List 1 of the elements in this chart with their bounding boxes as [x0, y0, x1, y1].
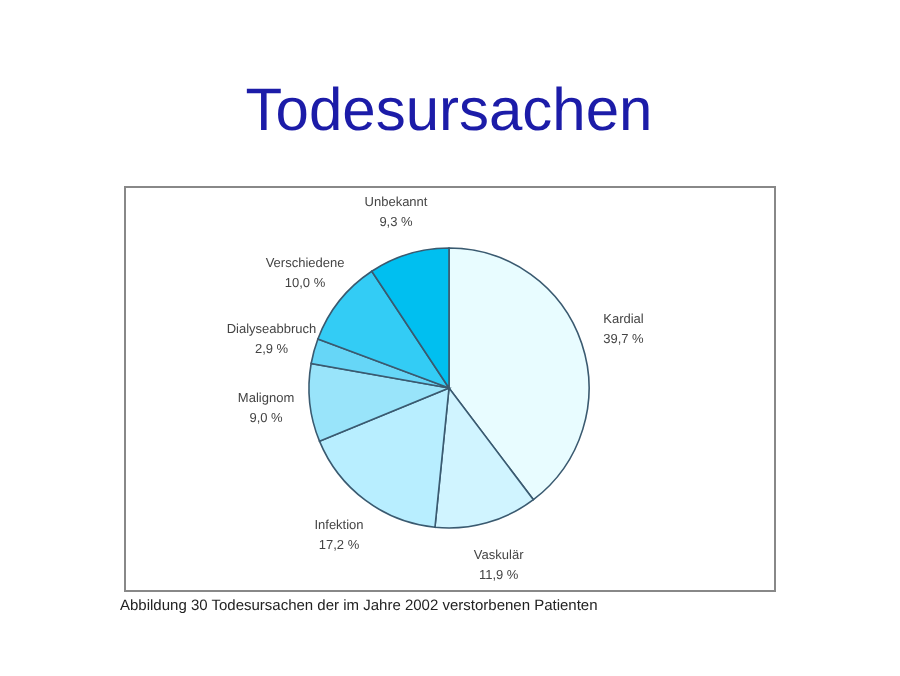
chart-title: Todesursachen: [245, 78, 653, 144]
